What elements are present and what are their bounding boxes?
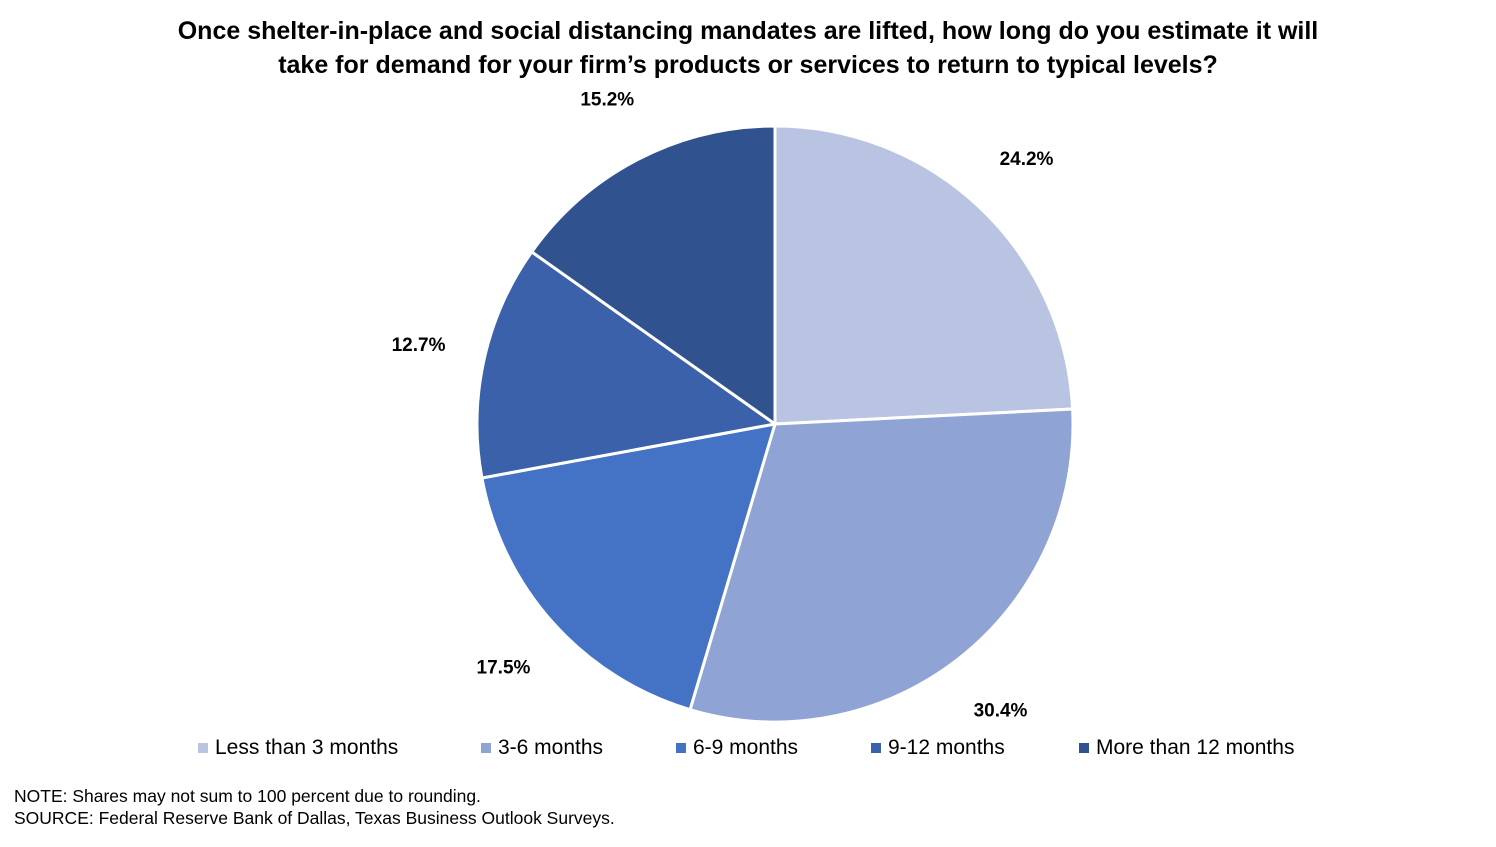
chart-title: Once shelter-in-place and social distanc… [0, 14, 1496, 82]
pie-slice-6-9-months [480, 422, 777, 712]
legend: Less than 3 months 3-6 months 6-9 months… [0, 733, 1496, 763]
legend-label: More than 12 months [1096, 736, 1295, 759]
legend-item-3-6-months: 3-6 months [481, 733, 603, 763]
legend-swatch [198, 743, 208, 753]
legend-item-9-12-months: 9-12 months [871, 733, 1005, 763]
pie-slices [475, 124, 1075, 724]
pie-slice-9-12-months [475, 250, 777, 480]
data-label: 12.7% [392, 335, 446, 356]
data-label: 17.5% [477, 657, 531, 678]
pie-slice-more-than-12-months [530, 124, 777, 426]
data-label: 30.4% [974, 700, 1028, 721]
chart-notes: NOTE: Shares may not sum to 100 percent … [14, 785, 615, 829]
legend-item-6-9-months: 6-9 months [676, 733, 798, 763]
pie-data-labels: 24.2% 30.4% 17.5% 12.7% 15.2% [392, 89, 1054, 721]
legend-item-more-than-12-months: More than 12 months [1079, 733, 1294, 763]
legend-label: 9-12 months [888, 736, 1005, 759]
source-text: SOURCE: Federal Reserve Bank of Dallas, … [14, 808, 615, 828]
note-text: NOTE: Shares may not sum to 100 percent … [14, 786, 481, 806]
pie-slice-3-6-months [688, 407, 1075, 724]
legend-swatch [871, 743, 881, 753]
legend-label: 3-6 months [498, 736, 604, 759]
legend-label: 6-9 months [693, 736, 799, 759]
legend-swatch [676, 743, 686, 753]
legend-item-less-than-3-months: Less than 3 months [198, 733, 398, 763]
data-label: 24.2% [1000, 149, 1054, 170]
data-label: 15.2% [580, 89, 634, 110]
legend-swatch [1079, 743, 1089, 753]
pie-slice-less-than-3-months [773, 124, 1075, 426]
chart-title-line-1: Once shelter-in-place and social distanc… [177, 17, 1319, 45]
chart-title-line-2: take for demand for your firm’s products… [278, 51, 1218, 79]
legend-swatch [481, 743, 491, 753]
legend-label: Less than 3 months [215, 736, 399, 759]
